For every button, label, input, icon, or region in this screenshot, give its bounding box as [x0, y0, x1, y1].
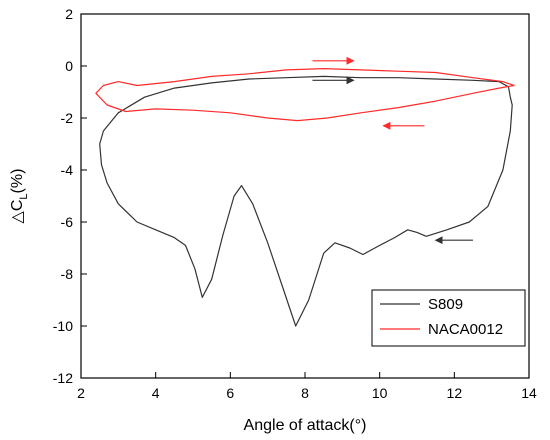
y-tick-label: -10 — [53, 318, 73, 334]
y-axis-title-main: △C — [9, 200, 26, 224]
x-tick-label: 12 — [447, 385, 463, 401]
legend-label-s809: S809 — [428, 296, 463, 313]
y-tick-label: -6 — [61, 214, 74, 230]
y-tick-label: -8 — [61, 266, 74, 282]
y-tick-label: -4 — [61, 162, 74, 178]
x-tick-label: 2 — [77, 385, 85, 401]
y-tick-label: -2 — [61, 110, 74, 126]
series-line-s809 — [99, 75, 513, 327]
direction-arrows — [312, 56, 473, 245]
x-tick-label: 6 — [226, 385, 234, 401]
legend: S809 NACA0012 — [371, 289, 526, 347]
x-tick-label: 10 — [372, 385, 388, 401]
series-layer — [95, 68, 515, 327]
y-axis-title-subscript: L — [18, 193, 30, 199]
series-line-naca0012 — [95, 68, 515, 122]
x-tick-label: 8 — [301, 385, 309, 401]
y-axis-title-unit: (%) — [9, 169, 26, 194]
legend-label-naca0012: NACA0012 — [428, 321, 503, 338]
x-tick-label: 4 — [152, 385, 160, 401]
tick-labels: 2 4 6 8 10 12 14 2 0 -2 -4 -6 -8 -10 -12 — [53, 6, 537, 401]
y-axis-title: △CL(%) — [9, 169, 30, 224]
x-tick-label: 14 — [521, 385, 537, 401]
y-tick-label: -12 — [53, 370, 73, 386]
y-tick-label: 2 — [65, 6, 73, 22]
x-axis-title: Angle of attack(°) — [244, 417, 367, 434]
legend-box — [371, 289, 526, 347]
y-tick-label: 0 — [65, 58, 73, 74]
tick-marks — [80, 13, 530, 379]
